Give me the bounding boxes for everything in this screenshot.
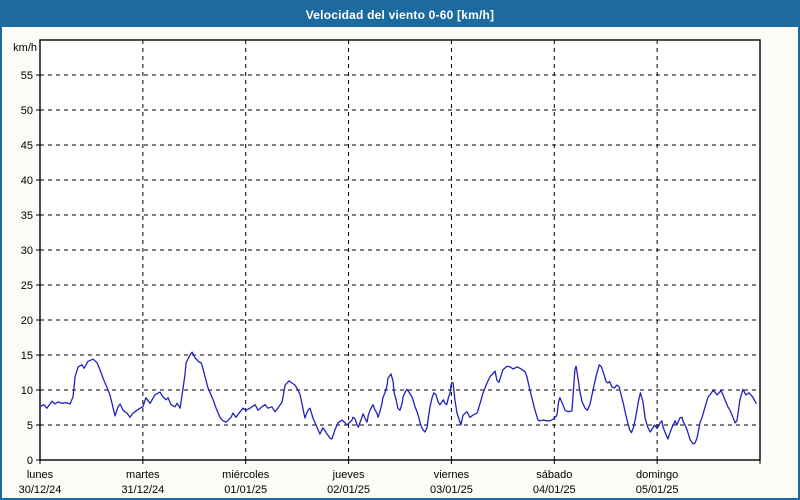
x-tick-day-label: sábado <box>536 469 572 481</box>
x-tick-date-label: 03/01/25 <box>430 484 473 496</box>
y-tick-label: 40 <box>21 175 33 187</box>
y-tick-label: 5 <box>27 420 33 432</box>
x-tick-day-label: jueves <box>332 469 365 481</box>
x-tick-day-label: viernes <box>434 469 470 481</box>
y-tick-label: 30 <box>21 245 33 257</box>
y-tick-label: 55 <box>21 70 33 82</box>
x-tick-day-label: lunes <box>27 469 54 481</box>
x-tick-date-label: 30/12/24 <box>19 484 62 496</box>
y-tick-label: 10 <box>21 385 33 397</box>
x-tick-date-label: 01/01/25 <box>224 484 267 496</box>
chart-area: 0 5 10 15 20 25 30 35 40 45 50 55 lunes 30/12/24 marte… <box>2 27 798 498</box>
x-tick-date-label: 02/01/25 <box>327 484 370 496</box>
x-tick-date-label: 31/12/24 <box>121 484 164 496</box>
y-tick-label: 45 <box>21 140 33 152</box>
x-tick-day-label: miércoles <box>222 469 270 481</box>
x-tick-day-label: martes <box>126 469 160 481</box>
chart-title: Velocidad del viento 0-60 [km/h] <box>305 7 495 22</box>
x-tick-date-label: 04/01/25 <box>533 484 576 496</box>
y-tick-label: 15 <box>21 350 33 362</box>
y-tick-label: 0 <box>27 455 33 467</box>
wind-speed-line <box>39 351 757 445</box>
y-tick-label: 35 <box>21 210 33 222</box>
y-tick-label: 50 <box>21 105 33 117</box>
y-axis-unit-label: km/h <box>13 42 37 54</box>
x-tick-date-label: 05/01/25 <box>636 484 679 496</box>
title-bar: Velocidad del viento 0-60 [km/h] <box>2 2 798 27</box>
y-tick-label: 20 <box>21 315 33 327</box>
wind-speed-chart: 0 5 10 15 20 25 30 35 40 45 50 55 lunes 30/12/24 marte… <box>13 39 761 496</box>
x-tick-day-label: domingo <box>636 469 678 481</box>
y-tick-label: 25 <box>21 280 33 292</box>
